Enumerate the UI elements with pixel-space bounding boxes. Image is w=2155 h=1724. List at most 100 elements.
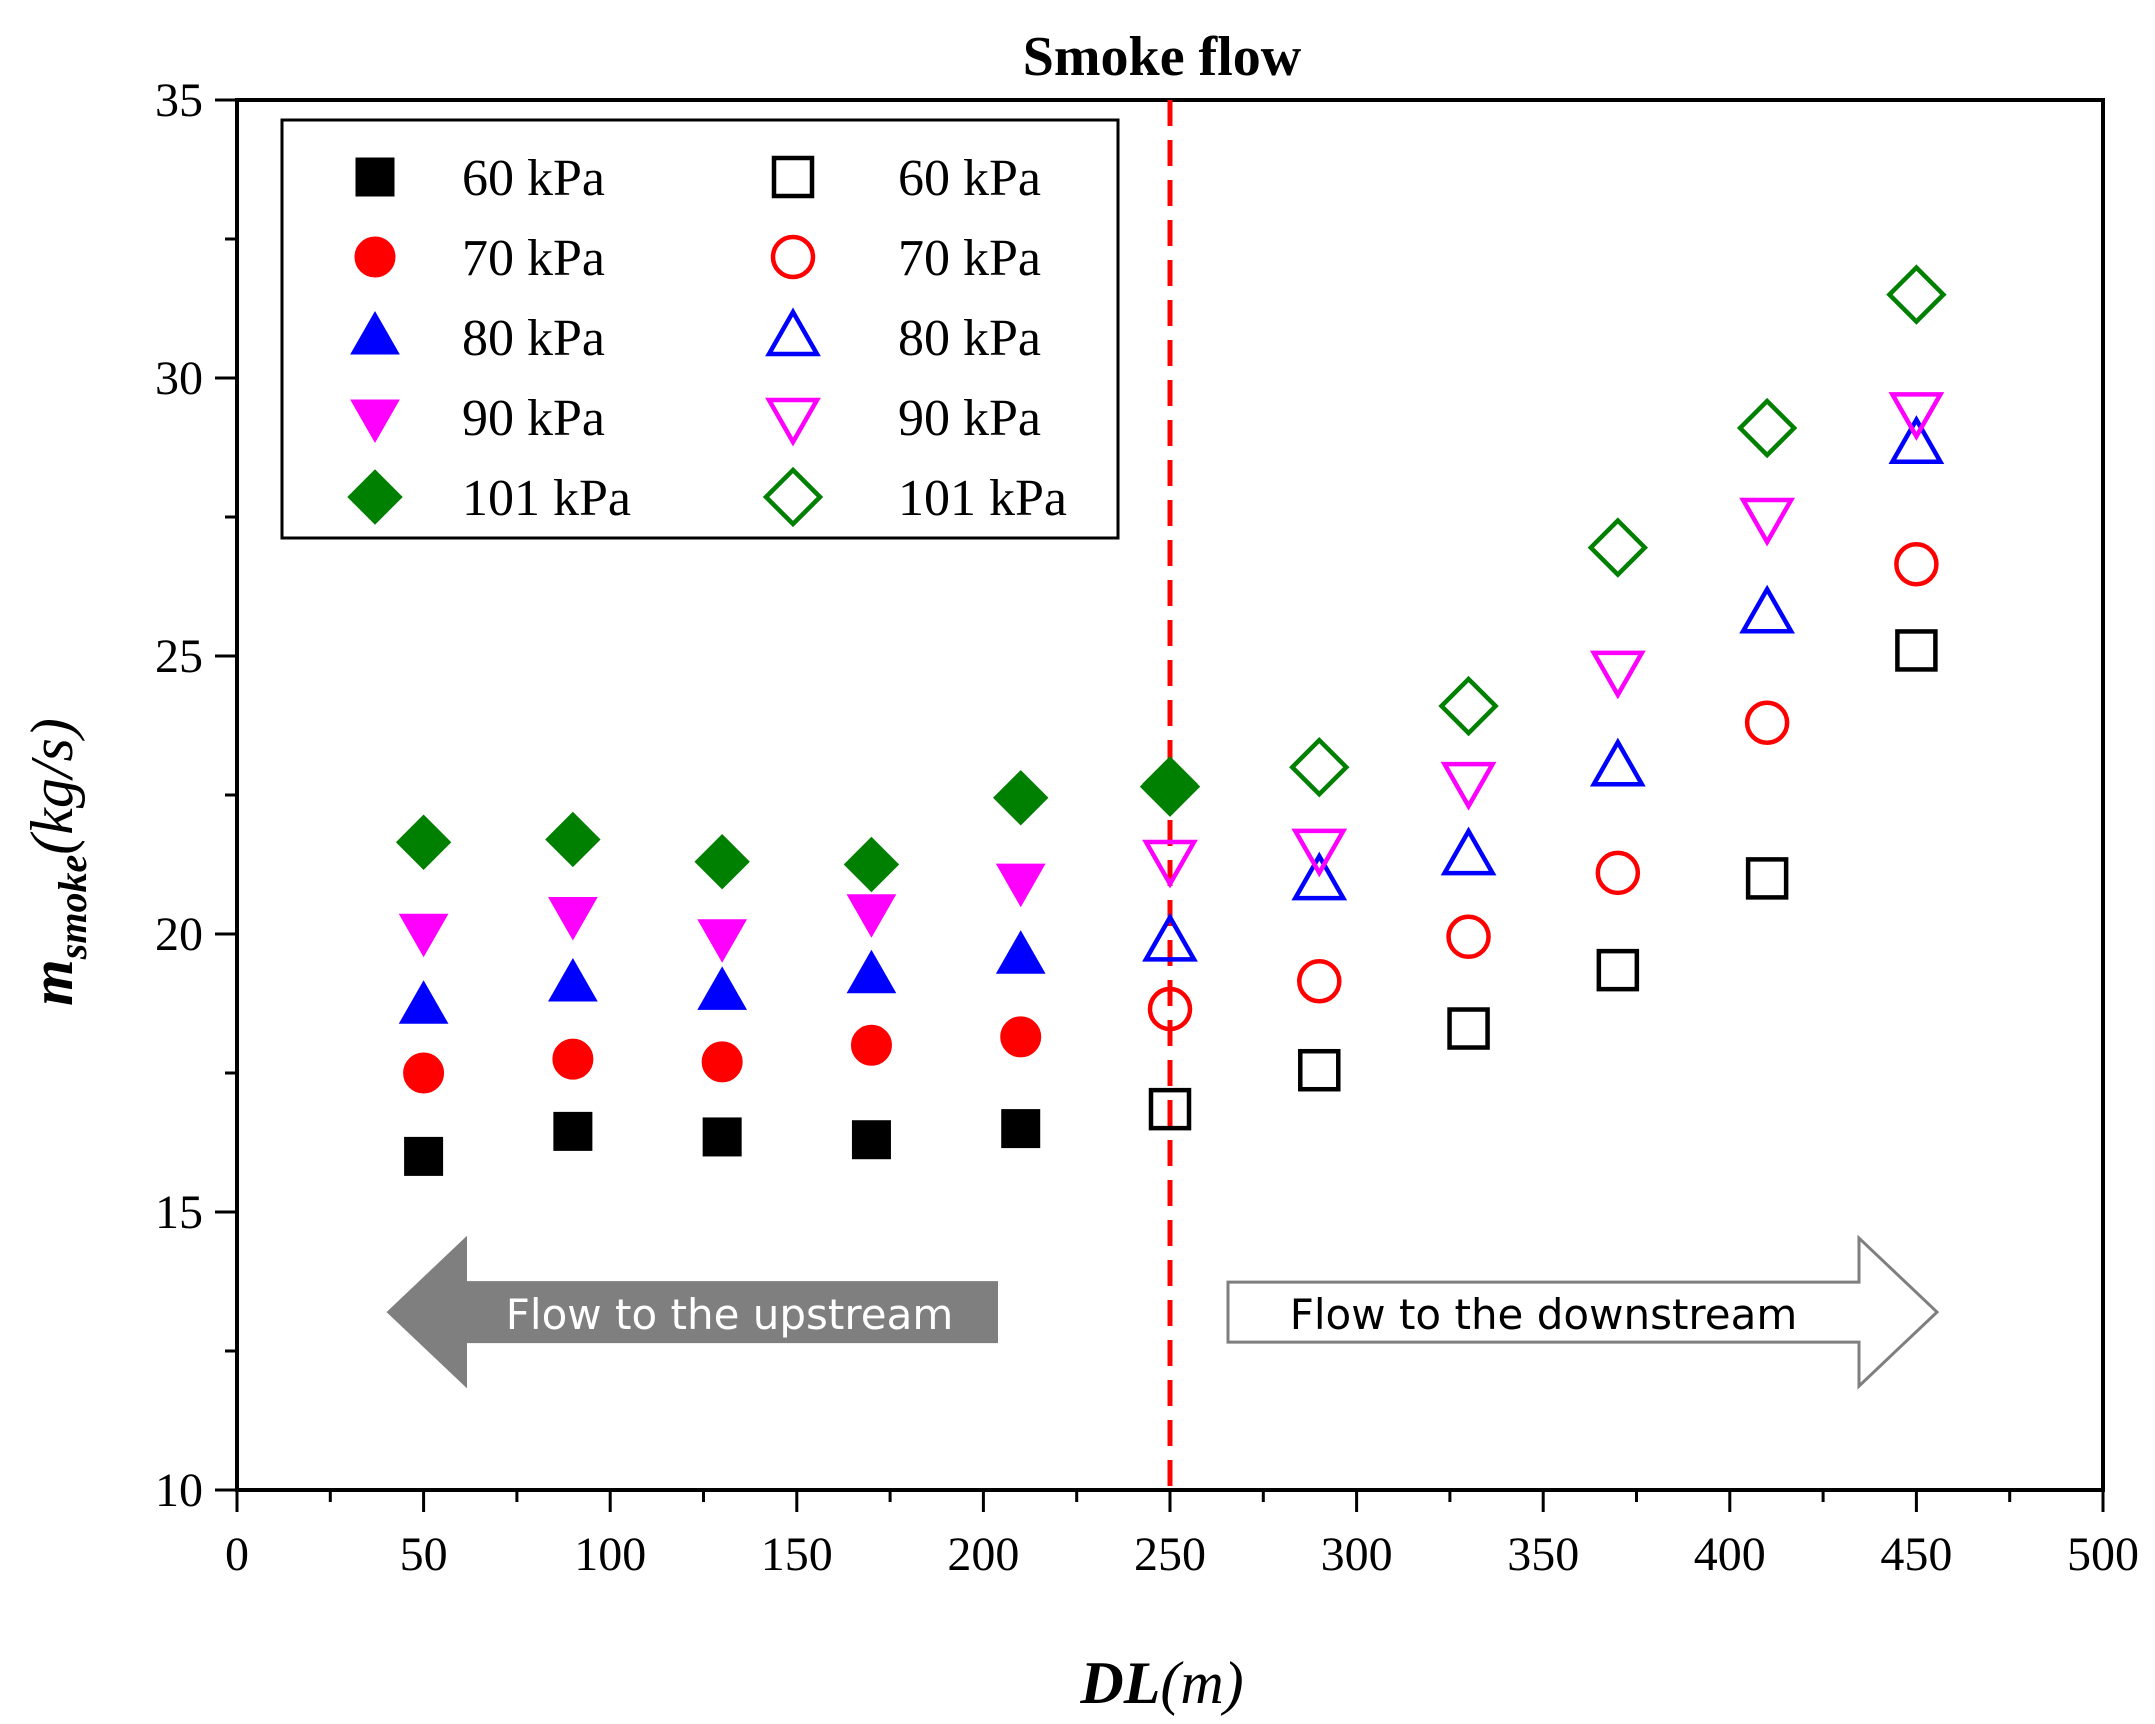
x-tick-label: 150	[761, 1528, 833, 1581]
data-point	[398, 913, 449, 958]
data-point	[1587, 517, 1649, 578]
data-point	[697, 966, 748, 1010]
data-point	[1291, 851, 1348, 901]
data-point	[1744, 700, 1790, 745]
legend-marker	[355, 157, 395, 197]
data-point	[1298, 1048, 1341, 1092]
data-point	[702, 1117, 742, 1157]
data-point	[1438, 675, 1499, 737]
x-tick-label: 50	[400, 1528, 448, 1581]
data-point	[1596, 948, 1640, 992]
data-point	[552, 1038, 594, 1080]
legend-marker	[350, 310, 400, 355]
data-point	[548, 897, 598, 941]
data-point	[995, 930, 1046, 974]
legend-marker	[765, 307, 821, 357]
data-point	[1894, 542, 1939, 587]
data-point	[850, 1024, 892, 1066]
x-axis-label-main: DL	[1079, 1650, 1160, 1716]
legend-marker	[347, 469, 403, 525]
data-point	[1447, 1007, 1490, 1050]
data-point	[1595, 850, 1641, 896]
data-point	[1001, 1109, 1041, 1149]
data-point	[1142, 839, 1198, 889]
legend-marker	[771, 155, 815, 199]
y-tick-label: 20	[155, 908, 203, 961]
data-point	[395, 814, 452, 870]
data-point	[1446, 914, 1491, 960]
legend-label: 101 kPa	[898, 470, 1067, 527]
data-point	[697, 919, 748, 963]
legend: 60 kPa 70 kPa 80 kPa 90 kPa 101 kPa 60 kPa 70 …	[280, 118, 1120, 540]
data-point	[545, 811, 601, 868]
legend-marker	[354, 236, 396, 278]
y-axis-label: msmoke(kg/s)	[19, 718, 95, 1006]
downstream-label: Flow to the downstream	[1290, 1290, 1798, 1339]
x-tick-label: 250	[1134, 1528, 1206, 1581]
x-tick-label: 400	[1694, 1528, 1766, 1581]
legend-label: 80 kPa	[462, 310, 605, 367]
data-point	[548, 958, 598, 1002]
data-point	[1139, 756, 1201, 817]
data-point	[1895, 629, 1938, 672]
data-point	[993, 770, 1049, 826]
data-point	[398, 980, 449, 1024]
data-point	[404, 1136, 444, 1176]
data-point	[1886, 264, 1947, 325]
y-axis-label-unit: (kg/s)	[19, 718, 85, 855]
data-point	[1291, 828, 1348, 878]
x-tick-label: 100	[574, 1528, 646, 1581]
x-tick-label: 300	[1321, 1528, 1393, 1581]
y-tick-label: 15	[155, 1186, 203, 1239]
y-tick-label: 25	[155, 630, 203, 683]
legend-marker	[765, 397, 821, 447]
series-triangle-down-filled	[398, 863, 1046, 963]
legend-label: 90 kPa	[462, 390, 605, 447]
series-triangle-up-open	[1142, 415, 1945, 962]
data-point	[694, 834, 750, 890]
data-point	[1745, 857, 1789, 900]
flow-arrows: Flow to the upstream Flow to the downstre…	[386, 1234, 1940, 1390]
downstream-arrow	[1226, 1234, 1940, 1390]
upstream-arrow	[386, 1235, 998, 1389]
legend-box	[280, 118, 1120, 540]
series-triangle-up-filled	[398, 930, 1046, 1024]
data-point	[1736, 397, 1798, 459]
y-axis-label-subscript: smoke	[50, 855, 95, 960]
data-point	[1589, 737, 1646, 787]
x-tick-label: 500	[2067, 1528, 2139, 1581]
legend-marker	[350, 399, 400, 444]
data-point	[1148, 1087, 1192, 1131]
upstream-label: Flow to the upstream	[506, 1290, 953, 1339]
data-point	[701, 1041, 743, 1083]
data-point	[1440, 761, 1497, 811]
legend-label: 80 kPa	[898, 310, 1041, 367]
data-point	[1888, 392, 1945, 441]
data-point	[1589, 650, 1646, 700]
y-tick-label: 35	[155, 74, 203, 127]
data-points	[395, 264, 1947, 1176]
series-circle-open	[1147, 542, 1939, 1032]
y-tick-label: 30	[155, 352, 203, 405]
y-axis-label-main: m	[19, 959, 85, 1006]
legend-label: 90 kPa	[898, 390, 1041, 447]
legend-label: 70 kPa	[898, 230, 1041, 287]
data-point	[403, 1052, 445, 1094]
legend-label: 70 kPa	[462, 230, 605, 287]
data-point	[851, 1120, 891, 1160]
legend-marker	[762, 466, 824, 528]
x-axis-label: DL(m)	[1079, 1650, 1243, 1716]
series-square-open	[1148, 629, 1938, 1131]
data-point	[1440, 826, 1497, 876]
y-tick-label: 10	[155, 1464, 203, 1517]
data-point	[1142, 912, 1198, 962]
data-point	[843, 836, 900, 893]
x-tick-label: 0	[225, 1528, 249, 1581]
x-tick-label: 350	[1507, 1528, 1579, 1581]
chart-title: Smoke flow	[1023, 26, 1302, 88]
series-square-filled	[404, 1109, 1041, 1176]
data-point	[1297, 959, 1342, 1004]
series-circle-filled	[403, 1016, 1042, 1094]
data-point	[846, 949, 897, 994]
